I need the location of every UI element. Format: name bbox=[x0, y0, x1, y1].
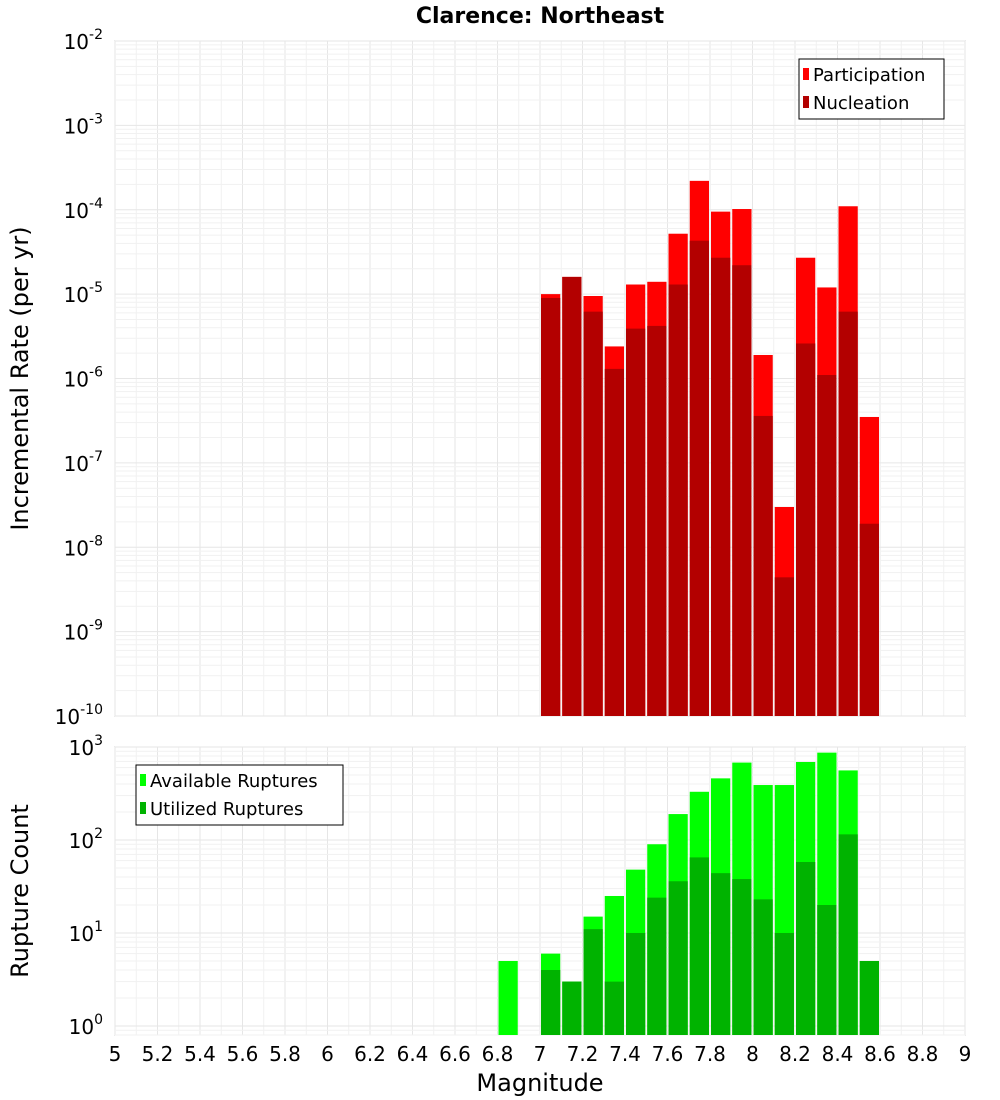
bar bbox=[753, 415, 773, 716]
x-tick-label: 6.2 bbox=[354, 1042, 386, 1066]
legend-box bbox=[798, 58, 945, 120]
bar bbox=[541, 969, 561, 1035]
bar bbox=[711, 257, 731, 716]
gridlines bbox=[114, 40, 966, 717]
chart-title: Clarence: Northeast bbox=[416, 4, 665, 29]
x-tick-label: 8 bbox=[746, 1042, 759, 1066]
x-tick-label: 5.2 bbox=[142, 1042, 174, 1066]
bar bbox=[583, 929, 603, 1035]
bar bbox=[604, 368, 624, 716]
x-tick-label: 8.4 bbox=[822, 1042, 854, 1066]
series-nucleation bbox=[541, 240, 879, 717]
bar bbox=[562, 276, 582, 716]
bar bbox=[668, 881, 688, 1035]
y-tick-label: 10-5 bbox=[64, 280, 103, 307]
x-tick-label: 5 bbox=[109, 1042, 122, 1066]
bar bbox=[796, 861, 816, 1035]
y-axis-title: Rupture Count bbox=[6, 804, 34, 978]
bar bbox=[859, 523, 879, 716]
top-panel: 10-2 10-3 10-4 10-5 10-6 10-7 10-8 10-9 10-10 Inc… bbox=[6, 4, 966, 729]
legend-box bbox=[135, 764, 344, 826]
bar bbox=[541, 297, 561, 716]
bar bbox=[774, 932, 794, 1035]
bar bbox=[498, 960, 518, 1035]
x-tick-label: 8.8 bbox=[907, 1042, 939, 1066]
x-tick-label: 7 bbox=[534, 1042, 547, 1066]
y-tick-label: 10-7 bbox=[64, 449, 103, 476]
y-tick-label: 103 bbox=[69, 733, 103, 760]
legend-swatch bbox=[803, 68, 809, 80]
bar bbox=[817, 375, 837, 716]
legend-label: Available Ruptures bbox=[150, 771, 318, 792]
y-tick-labels: 10-2 10-3 10-4 10-5 10-6 10-7 10-8 10-9 10-10 bbox=[55, 27, 103, 729]
bar bbox=[753, 899, 773, 1035]
bar bbox=[562, 981, 582, 1035]
legend-label: Utilized Ruptures bbox=[150, 799, 303, 820]
y-tick-label: 10-9 bbox=[64, 618, 103, 645]
bar bbox=[838, 834, 858, 1035]
x-tick-label: 7.2 bbox=[567, 1042, 599, 1066]
x-tick-label: 6.4 bbox=[397, 1042, 429, 1066]
legend-swatch bbox=[140, 802, 146, 814]
x-tick-label: 5.6 bbox=[227, 1042, 259, 1066]
bar-series-group bbox=[541, 180, 879, 717]
x-tick-labels: 5 5.2 5.4 5.6 5.8 6 6.2 6.4 6.6 6.8 7 7.2 7.4 7.6 7.8 8… bbox=[109, 1042, 972, 1066]
legend-swatch bbox=[803, 96, 809, 108]
y-tick-label: 10-3 bbox=[64, 111, 103, 138]
bar bbox=[732, 879, 752, 1035]
x-tick-label: 7.4 bbox=[609, 1042, 641, 1066]
bar bbox=[626, 932, 646, 1035]
bar bbox=[689, 857, 709, 1035]
x-tick-label: 7.8 bbox=[694, 1042, 726, 1066]
legend-swatch bbox=[140, 774, 146, 786]
x-tick-label: 8.6 bbox=[864, 1042, 896, 1066]
x-tick-label: 9 bbox=[959, 1042, 972, 1066]
y-axis-title: Incremental Rate (per yr) bbox=[6, 226, 34, 530]
y-tick-label: 10-4 bbox=[64, 196, 104, 223]
bar bbox=[647, 325, 667, 716]
series-utilized-ruptures bbox=[541, 834, 879, 1035]
x-tick-label: 6 bbox=[321, 1042, 334, 1066]
bar bbox=[838, 311, 858, 716]
bar bbox=[583, 311, 603, 716]
x-tick-label: 8.2 bbox=[779, 1042, 811, 1066]
bar bbox=[711, 873, 731, 1035]
x-tick-label: 6.6 bbox=[439, 1042, 471, 1066]
bar bbox=[668, 284, 688, 716]
legend: Available Ruptures Utilized Ruptures bbox=[135, 764, 344, 826]
bar-series-group bbox=[498, 752, 879, 1035]
legend-label: Nucleation bbox=[813, 93, 909, 114]
y-tick-label: 100 bbox=[69, 1012, 103, 1039]
x-axis-title: Magnitude bbox=[476, 1069, 603, 1097]
x-tick-label: 6.8 bbox=[482, 1042, 514, 1066]
x-tick-label: 5.8 bbox=[269, 1042, 301, 1066]
bar bbox=[689, 240, 709, 717]
legend: Participation Nucleation bbox=[798, 58, 945, 120]
y-tick-label: 101 bbox=[69, 919, 103, 946]
bar bbox=[604, 981, 624, 1035]
bar bbox=[647, 897, 667, 1035]
y-tick-label: 10-10 bbox=[55, 702, 103, 729]
bar bbox=[859, 960, 879, 1035]
y-tick-label: 10-6 bbox=[64, 365, 104, 392]
bar bbox=[626, 328, 646, 716]
bar bbox=[817, 904, 837, 1035]
bar bbox=[796, 343, 816, 716]
y-tick-label: 10-2 bbox=[64, 27, 103, 54]
x-tick-label: 5.4 bbox=[184, 1042, 216, 1066]
y-tick-labels: 103 102 101 100 bbox=[69, 733, 103, 1039]
bar bbox=[774, 577, 794, 716]
bar bbox=[732, 265, 752, 716]
y-tick-label: 102 bbox=[69, 826, 103, 853]
y-tick-label: 10-8 bbox=[64, 533, 103, 560]
x-tick-label: 7.6 bbox=[652, 1042, 684, 1066]
legend-label: Participation bbox=[813, 65, 925, 86]
